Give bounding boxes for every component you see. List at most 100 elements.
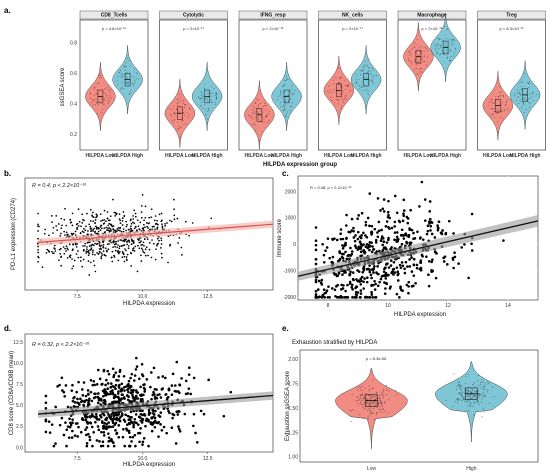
panel-b-point-259 (61, 224, 63, 227)
panel-a-point-high-1-33 (216, 93, 218, 95)
panel-a-point-high-4-28 (445, 42, 447, 44)
panel-d-point-577 (102, 427, 106, 430)
panel-b-point-394 (148, 222, 151, 224)
panel-a-point-high-1-15 (205, 114, 207, 116)
panel-d-point-304 (125, 427, 128, 431)
panel-c-point-441 (383, 281, 386, 284)
panel-b-point-306 (89, 225, 92, 228)
panel-e-point-high-150 (460, 394, 462, 396)
panel-a-point-high-0-21 (123, 73, 125, 75)
panel-e-point-low-158 (367, 394, 370, 397)
panel-a-point-high-5-50 (520, 94, 522, 96)
panel-e-point-high-139 (459, 388, 462, 390)
panel-a-point-low-4-18 (418, 55, 420, 57)
panel-b-point-275 (105, 220, 107, 223)
panel-b-point-129 (154, 215, 157, 217)
panel-a-point-low-0-24 (103, 87, 105, 89)
panel-d-point-667 (130, 388, 133, 392)
panel-a-point-low-2-22 (264, 102, 266, 104)
panel-c-point-282 (351, 296, 354, 299)
panel-e-point-low-13 (362, 389, 364, 391)
panel-c-point-63 (412, 274, 416, 277)
panel-b-point-363 (144, 226, 146, 229)
panel-b-point-631 (72, 265, 75, 267)
panel-d-point-256 (192, 376, 196, 380)
panel-e-point-low-99 (382, 394, 384, 396)
panel-d-point-198 (137, 423, 140, 426)
panel-e-point-high-155 (473, 402, 475, 404)
panel-b-point-187 (136, 229, 138, 232)
panel-b-point-451 (79, 260, 82, 262)
panel-e-point-high-122 (470, 397, 472, 400)
panel-b-point-216 (118, 245, 121, 248)
panel-e-point-high-131 (470, 403, 472, 405)
panel-b-point-495 (167, 235, 170, 238)
panel-d-point-384 (102, 394, 105, 398)
panel-e-point-low-37 (368, 390, 370, 392)
panel-a-strip-2 (238, 10, 308, 20)
panel-b-point-69 (123, 260, 126, 263)
panel-a-point-low-1-46 (178, 93, 180, 95)
panel-b-point-311 (71, 258, 73, 260)
panel-e-violin-low (335, 368, 408, 450)
panel-d-point-464 (127, 390, 130, 394)
panel-a-point-high-1-24 (208, 108, 210, 110)
panel-c-point-336 (380, 275, 384, 278)
panel-a-point-high-3-39 (361, 86, 363, 88)
panel-a-point-low-4-43 (421, 57, 423, 59)
panel-e-point-low-117 (376, 412, 378, 414)
panel-d-point-407 (68, 417, 71, 421)
panel-c-point-468 (319, 281, 323, 285)
panel-b-point-77 (88, 241, 91, 244)
panel-b-point-67 (108, 243, 110, 245)
panel-e-point-high-67 (468, 401, 470, 403)
panel-a-point-low-3-15 (339, 93, 341, 95)
panel-a-point-low-4-38 (410, 60, 412, 62)
panel-a-point-high-5-33 (523, 102, 525, 104)
panel-b-point-443 (134, 212, 137, 215)
panel-b-point-583 (70, 232, 73, 235)
panel-b-point-137 (69, 256, 72, 259)
panel-d-point-206 (52, 444, 56, 448)
panel-c-point-252 (376, 197, 380, 200)
panel-c-xtick-1: 10 (385, 303, 391, 309)
panel-a-point-high-3-13 (367, 89, 369, 91)
panel-a-point-low-4-47 (417, 85, 419, 87)
panel-c-point-167 (320, 278, 324, 282)
panel-a-point-high-5-29 (518, 92, 520, 94)
panel-d-point-652 (48, 431, 52, 434)
panel-a-point-low-4-35 (420, 68, 422, 70)
panel-c-point-50 (371, 296, 375, 299)
panel-a-point-low-3-50 (331, 99, 333, 101)
panel-e-point-high-68 (475, 400, 478, 402)
panel-a-point-low-3-21 (341, 93, 343, 95)
panel-e-point-low-10 (364, 387, 367, 389)
panel-c-point-286 (447, 219, 451, 223)
panel-c-point-244 (415, 266, 419, 270)
panel-d-point-280 (85, 444, 89, 448)
panel-e-point-high-77 (458, 387, 461, 389)
panel-a-point-low-2-47 (247, 115, 249, 117)
panel-e-point-high-148 (482, 386, 484, 388)
panel-c-point-320 (430, 260, 433, 264)
panel-c-point-529 (387, 199, 390, 203)
panel-a-point-high-1-19 (199, 98, 201, 100)
panel-a-point-low-3-0 (338, 81, 340, 83)
panel-c-point-426 (322, 260, 326, 264)
panel-d-point-507 (150, 416, 153, 419)
panel-d-point-344 (126, 388, 129, 392)
panel-a-point-low-5-18 (497, 96, 499, 98)
panel-a-point-low-4-23 (409, 61, 411, 63)
panel-c-point-315 (350, 217, 354, 221)
panel-a-point-low-0-43 (100, 77, 102, 79)
panel-e-point-low-148 (369, 409, 371, 412)
panel-d-point-231 (184, 392, 188, 396)
panel-d-point-459 (56, 385, 59, 388)
panel-b-point-416 (100, 220, 102, 222)
panel-a-point-high-4-50 (450, 50, 452, 52)
panel-b-point-478 (82, 250, 85, 252)
panel-c-point-536 (420, 180, 424, 184)
panel-b-point-548 (62, 246, 65, 248)
panel-c-point-98 (431, 258, 434, 262)
panel-c-point-580 (339, 288, 343, 291)
